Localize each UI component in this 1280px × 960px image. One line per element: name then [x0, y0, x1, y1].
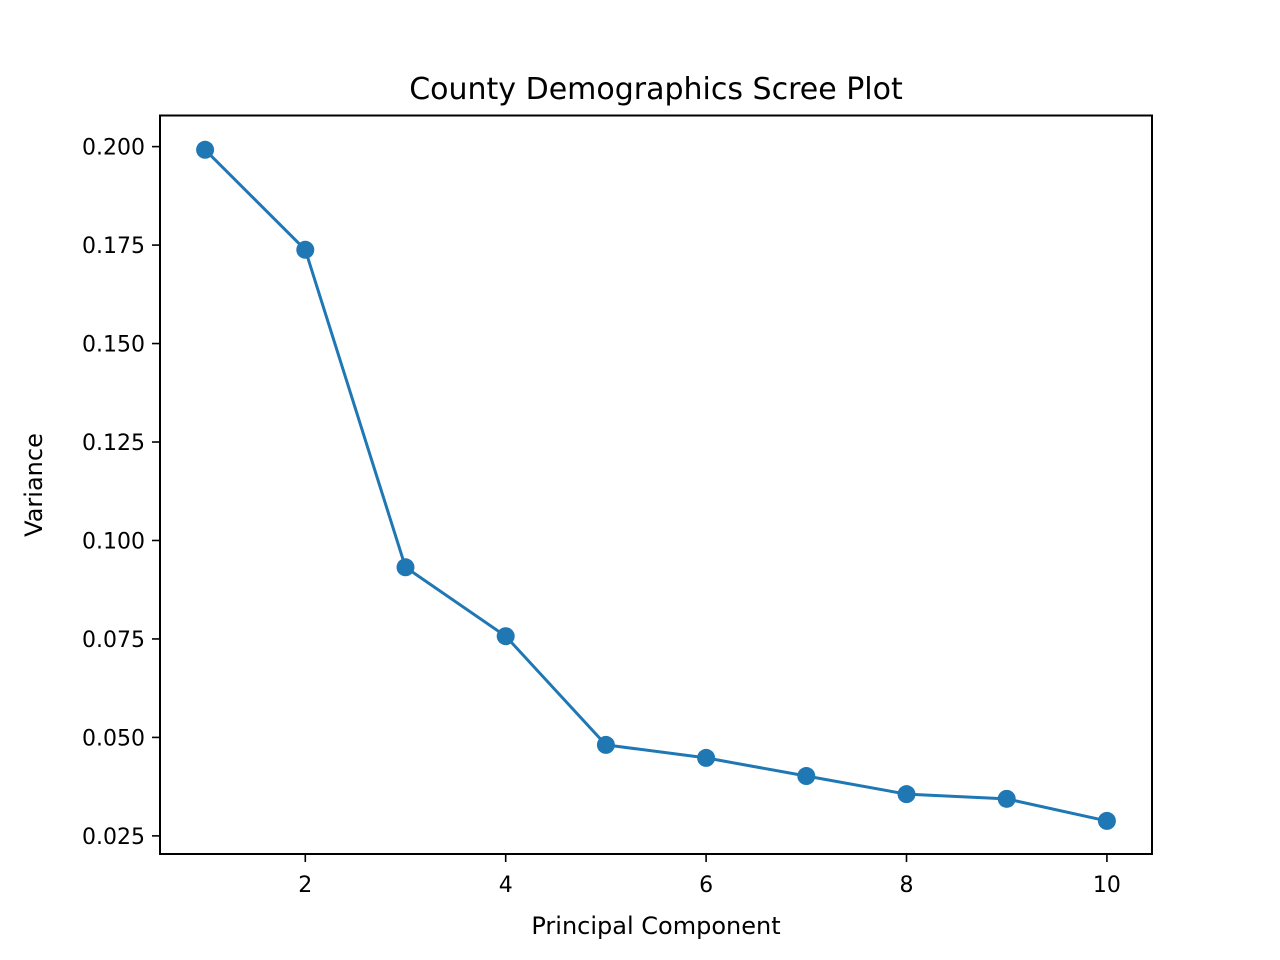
y-axis-label: Variance	[20, 433, 48, 537]
data-point	[997, 789, 1016, 808]
data-point	[897, 785, 916, 804]
x-tick-label: 2	[298, 873, 312, 898]
y-tick-label: 0.150	[82, 333, 145, 358]
x-tick-label: 10	[1093, 873, 1121, 898]
axes: 2 4 6 8 10 0.025 0.050 0.075 0.100 0.125 0.150 0.17…	[82, 136, 1121, 898]
series-line	[204, 148, 1108, 823]
x-tick-label: 8	[900, 873, 914, 898]
data-point	[496, 627, 515, 646]
x-axis-label: Principal Component	[531, 912, 780, 940]
y-tick-label: 0.050	[82, 726, 145, 751]
chart-title: County Demographics Scree Plot	[409, 72, 903, 107]
y-tick-label: 0.175	[82, 234, 145, 259]
data-point	[296, 240, 315, 259]
y-tick-label: 0.200	[82, 136, 145, 161]
data-point	[196, 140, 215, 159]
series-layer	[196, 140, 1116, 830]
plot-frame	[159, 114, 1153, 855]
data-point	[596, 735, 615, 754]
x-tick-label: 4	[499, 873, 513, 898]
y-tick-label: 0.025	[82, 825, 145, 850]
y-tick-label: 0.100	[82, 529, 145, 554]
data-point	[396, 558, 415, 577]
y-tick-label: 0.075	[82, 628, 145, 653]
x-tick-label: 6	[699, 873, 713, 898]
data-point	[697, 748, 716, 767]
data-point	[797, 767, 816, 786]
data-point	[1097, 811, 1116, 830]
y-tick-label: 0.125	[82, 431, 145, 456]
